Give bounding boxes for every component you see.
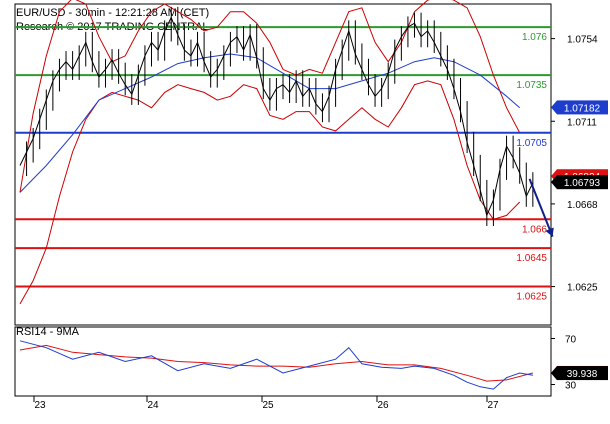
rsi-ma-line <box>19 344 534 382</box>
forecast-arrow-shaft <box>528 178 554 237</box>
x-tick-label: 26 <box>377 400 389 411</box>
price-badge <box>557 175 608 190</box>
price-series <box>19 6 534 227</box>
x-tick-label: 27 <box>487 400 499 411</box>
level-label: 1.0645 <box>516 253 547 264</box>
level-label: 1.066 <box>522 224 547 235</box>
bollinger-bands <box>19 0 521 305</box>
price-badge-label: 1.06793 <box>564 178 601 189</box>
y-tick-label: 1.0754 <box>567 35 598 46</box>
x-tick-label: 23 <box>34 400 46 411</box>
chart-title-instrument: EUR/USD - 30min - 12:21:28 AM (CET) <box>16 7 209 19</box>
time-axis: 23 24 25 26 27 <box>33 396 499 411</box>
rsi-panel: 703040.037839.938 <box>19 335 608 392</box>
y-tick-label: 1.0625 <box>567 283 598 294</box>
price-badge-label: 1.07182 <box>564 103 601 114</box>
price-plot-border <box>14 3 552 326</box>
rsi-title: RSI14 - 9MA <box>16 326 80 338</box>
forecast-arrow <box>528 178 554 237</box>
level-label: 1.0735 <box>516 80 547 91</box>
rsi-badge <box>557 366 608 381</box>
forecast-arrow-head <box>545 227 554 237</box>
upper-band-line <box>19 0 521 193</box>
price-line <box>19 16 534 217</box>
rsi-badge-label: 39.938 <box>567 369 598 380</box>
y-tick-label: 1.0711 <box>567 117 597 128</box>
rsi-line <box>19 340 533 390</box>
price-axis: 1.0754 1.0711 1.0668 1.0625 <box>551 35 598 294</box>
price-badge-pointer <box>551 175 557 190</box>
lower-band-line <box>19 80 521 305</box>
x-tick-label: 24 <box>147 400 159 411</box>
x-tick-label: 25 <box>262 400 274 411</box>
level-label: 1.076 <box>522 32 547 43</box>
price-badge-pointer <box>551 100 557 115</box>
rsi-badge-pointer <box>551 366 557 381</box>
rsi-tick-label: 30 <box>565 381 577 392</box>
level-label: 1.0705 <box>516 138 547 149</box>
level-label: 1.0625 <box>516 292 547 303</box>
rsi-plot-border <box>14 326 552 397</box>
y-tick-label: 1.0668 <box>567 200 598 211</box>
price-badge <box>557 100 608 115</box>
chart-frame <box>14 3 552 397</box>
rsi-tick-label: 70 <box>565 335 577 346</box>
